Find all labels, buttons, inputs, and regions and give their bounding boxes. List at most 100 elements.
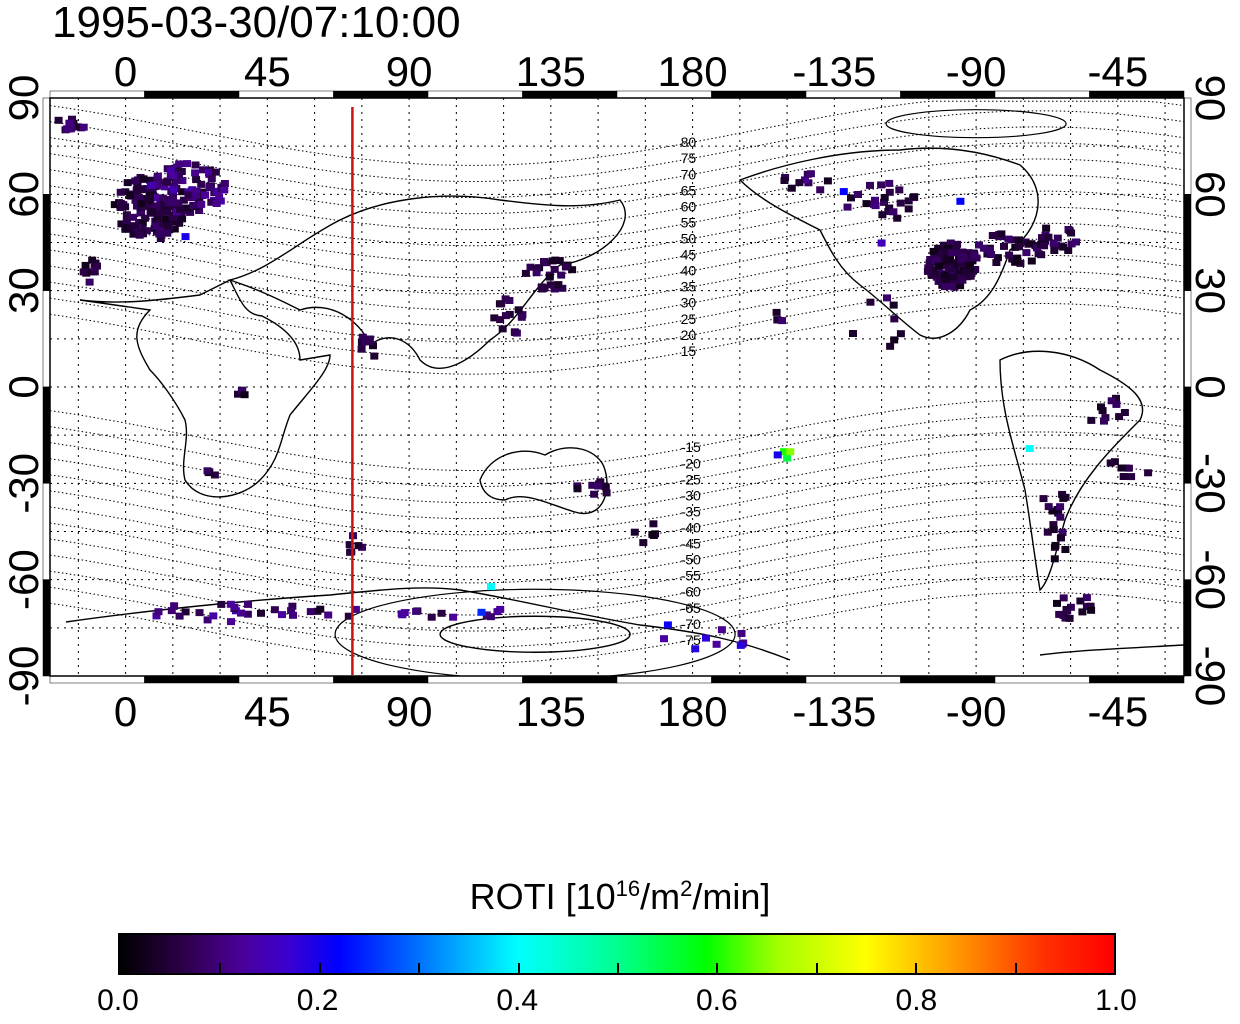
longitude-label-bottom: -90 bbox=[946, 688, 1007, 735]
roti-pixel bbox=[1040, 242, 1049, 250]
roti-pixel bbox=[883, 294, 891, 302]
roti-pixel-highlight bbox=[780, 448, 788, 456]
magnetic-latitude-label: -40 bbox=[681, 520, 701, 536]
roti-pixel bbox=[129, 230, 138, 238]
roti-pixel bbox=[979, 244, 988, 252]
roti-pixel bbox=[135, 231, 144, 239]
magnetic-latitude-contour bbox=[49, 254, 1185, 327]
roti-pixel bbox=[179, 196, 188, 204]
magnetic-latitude-contour bbox=[49, 270, 1185, 343]
roti-pixel bbox=[1067, 229, 1076, 237]
roti-pixel bbox=[957, 263, 966, 271]
roti-pixel bbox=[886, 342, 895, 350]
roti-pixel bbox=[358, 333, 367, 341]
magnetic-latitude-contour bbox=[49, 158, 1185, 231]
roti-pixel bbox=[934, 267, 943, 275]
roti-pixel bbox=[486, 613, 495, 621]
magnetic-latitude-contour bbox=[49, 399, 1185, 471]
roti-pixel bbox=[594, 482, 603, 490]
roti-pixel-highlight bbox=[786, 448, 795, 456]
roti-pixel bbox=[737, 630, 746, 637]
magnetic-latitude-label: 55 bbox=[681, 214, 697, 230]
roti-pixel bbox=[1027, 257, 1036, 265]
roti-pixel bbox=[953, 240, 962, 248]
roti-pixel bbox=[546, 281, 555, 289]
roti-pixel bbox=[270, 606, 279, 614]
roti-pixel bbox=[178, 215, 187, 223]
roti-pixel bbox=[1067, 240, 1076, 248]
axis-bar-segment bbox=[49, 675, 145, 684]
roti-pixel bbox=[773, 316, 782, 324]
roti-pixel bbox=[966, 266, 975, 274]
roti-pixel bbox=[183, 204, 191, 212]
roti-pixel bbox=[639, 539, 648, 547]
roti-pixel bbox=[142, 227, 151, 235]
roti-pixel bbox=[691, 645, 700, 653]
roti-pixel bbox=[138, 219, 147, 227]
longitude-bar-top bbox=[49, 90, 1185, 99]
roti-pixel bbox=[736, 641, 745, 649]
magnetic-latitude-label: 65 bbox=[681, 182, 697, 198]
roti-pixel bbox=[427, 613, 436, 621]
roti-pixel bbox=[971, 266, 980, 273]
roti-pixel bbox=[1049, 526, 1058, 534]
axis-bar-segment bbox=[522, 675, 618, 684]
roti-pixel bbox=[501, 312, 510, 320]
roti-pixel bbox=[660, 635, 668, 643]
roti-pixel bbox=[712, 640, 721, 648]
coastlines bbox=[65, 147, 1185, 661]
roti-pixel bbox=[889, 301, 898, 309]
roti-pixel bbox=[211, 168, 220, 176]
roti-pixel bbox=[1054, 509, 1063, 517]
roti-pixel bbox=[984, 247, 993, 255]
roti-pixel bbox=[178, 177, 187, 185]
roti-pixel bbox=[209, 612, 218, 620]
roti-pixel bbox=[192, 176, 201, 184]
magnetic-latitude-contour bbox=[49, 576, 1185, 648]
roti-world-map: 8075706560555045403530252015-15-20-25-30… bbox=[0, 48, 1234, 735]
roti-pixel bbox=[780, 177, 789, 184]
roti-pixel bbox=[1117, 464, 1126, 472]
magnetic-latitude-label: 30 bbox=[681, 295, 697, 311]
roti-pixel-highlight bbox=[956, 197, 965, 205]
longitude-label-top: 135 bbox=[516, 48, 586, 95]
roti-pixel bbox=[1120, 409, 1129, 416]
roti-pixel bbox=[220, 180, 229, 187]
roti-pixel bbox=[1064, 247, 1073, 254]
colorbar-label: 0.8 bbox=[895, 984, 938, 1017]
roti-pixel bbox=[122, 217, 131, 225]
roti-pixel bbox=[116, 188, 125, 196]
magnetic-latitude-contour bbox=[49, 431, 1185, 504]
roti-pixel bbox=[551, 256, 560, 264]
roti-pixel bbox=[162, 222, 171, 230]
latitude-bar-left bbox=[42, 97, 51, 677]
magnetic-latitude-label: -75 bbox=[681, 632, 701, 648]
magnetic-latitude-label: 75 bbox=[681, 150, 697, 166]
roti-pixel bbox=[1055, 610, 1064, 618]
colorbar-tick bbox=[219, 963, 222, 973]
roti-pixel-highlight bbox=[773, 451, 782, 459]
coastline-north-america bbox=[738, 147, 1039, 339]
roti-pixel bbox=[176, 206, 184, 213]
roti-pixel bbox=[877, 181, 886, 189]
roti-pixel bbox=[1015, 236, 1023, 244]
roti-pixel bbox=[151, 222, 160, 230]
roti-pixel bbox=[1119, 473, 1128, 480]
roti-pixel bbox=[324, 611, 333, 619]
magnetic-latitude-contour bbox=[49, 142, 1185, 215]
roti-pixel bbox=[213, 187, 222, 195]
roti-pixel bbox=[514, 306, 523, 314]
magnetic-latitude-label: 15 bbox=[681, 343, 697, 359]
roti-pixel bbox=[1049, 521, 1058, 529]
roti-pixel bbox=[532, 269, 541, 277]
roti-pixel bbox=[203, 467, 212, 475]
roti-pixel bbox=[965, 261, 974, 269]
axis-bar-segment bbox=[427, 90, 523, 99]
roti-pixel bbox=[510, 328, 519, 336]
roti-pixel bbox=[126, 192, 135, 199]
roti-pixel bbox=[949, 273, 957, 281]
colorbar-title-exponent: 16 bbox=[615, 876, 641, 901]
roti-pixel bbox=[155, 230, 164, 238]
roti-pixel bbox=[412, 607, 421, 615]
roti-pixel bbox=[505, 297, 514, 304]
